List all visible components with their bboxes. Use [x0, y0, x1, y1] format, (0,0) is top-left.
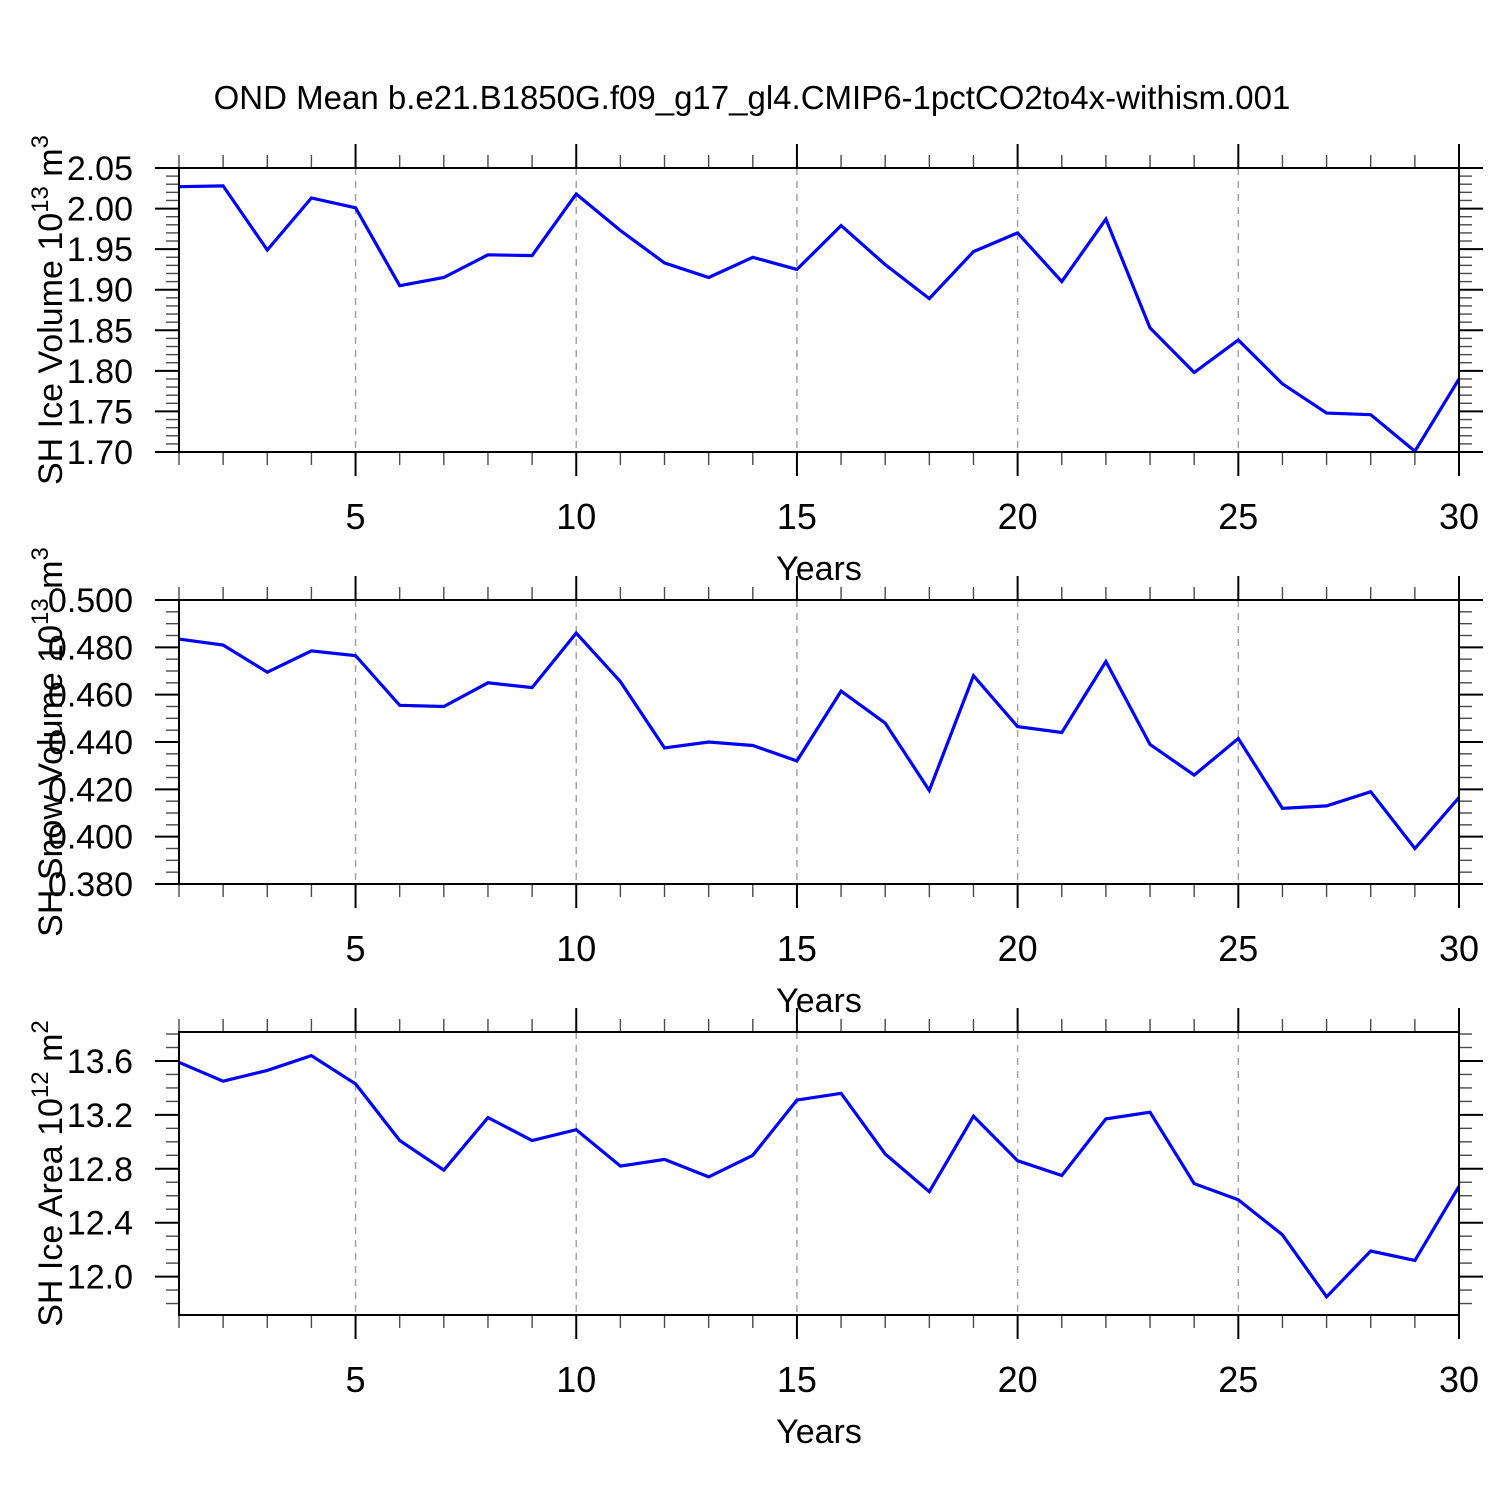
x-tick-label: 15: [777, 496, 817, 537]
y-tick-label: 0.460: [48, 677, 133, 715]
x-axis-title: Years: [776, 1413, 862, 1451]
x-tick-label: 15: [777, 1359, 817, 1400]
x-tick-label: 5: [346, 1359, 366, 1400]
x-tick-label: 10: [556, 1359, 596, 1400]
y-axis-title: SH Snow Volume 1013 m3: [27, 547, 70, 937]
plot-border: [178, 1031, 1460, 1316]
y-tick-label: 0.400: [48, 819, 133, 857]
y-tick-label: 2.00: [67, 191, 133, 229]
x-tick-label: 20: [998, 496, 1038, 537]
plot-border: [178, 599, 1460, 885]
y-tick-label: 12.4: [67, 1205, 133, 1243]
y-tick-label: 2.05: [67, 150, 133, 188]
chart-title: OND Mean b.e21.B1850G.f09_g17_gl4.CMIP6-…: [214, 79, 1291, 116]
plot-border: [178, 167, 1460, 453]
x-tick-label: 5: [346, 928, 366, 969]
y-axis-title: SH Ice Area 1012 m2: [27, 1020, 70, 1327]
y-tick-label: 13.2: [67, 1097, 133, 1135]
y-tick-label: 0.480: [48, 629, 133, 667]
y-tick-label: 12.0: [67, 1259, 133, 1297]
series-line: [178, 630, 1461, 852]
y-tick-label: 1.70: [67, 434, 133, 472]
y-tick-label: 12.8: [67, 1151, 133, 1189]
x-axis-title: Years: [776, 982, 862, 1020]
series-line: [178, 1053, 1461, 1300]
y-tick-label: 1.95: [67, 231, 133, 269]
y-tick-label: 0.500: [48, 582, 133, 620]
panel-2: 0.380 0.400 0.420 0.440 0.460 0.480 0.500 5 10 15…: [27, 547, 1483, 1020]
y-axis-title: SH Ice Volume 1013 m3: [27, 135, 70, 485]
x-tick-label: 25: [1218, 1359, 1258, 1400]
x-tick-label: 5: [346, 496, 366, 537]
y-tick-label: 1.75: [67, 393, 133, 431]
x-tick-label: 30: [1439, 496, 1479, 537]
series-line: [178, 184, 1461, 454]
x-tick-label: 10: [556, 496, 596, 537]
x-tick-label: 25: [1218, 928, 1258, 969]
x-tick-label: 15: [777, 928, 817, 969]
y-tick-label: 0.380: [48, 866, 133, 904]
y-tick-label: 1.80: [67, 353, 133, 391]
panel-3: 12.0 12.4 12.8 13.2 13.6 5 10 15 20 25 30 Years SH I…: [27, 1008, 1483, 1451]
y-tick-label: 1.90: [67, 272, 133, 310]
y-tick-label: 13.6: [67, 1043, 133, 1081]
y-tick-label: 1.85: [67, 312, 133, 350]
x-tick-label: 25: [1218, 496, 1258, 537]
x-axis-title: Years: [776, 550, 862, 588]
x-tick-label: 30: [1439, 1359, 1479, 1400]
x-tick-label: 10: [556, 928, 596, 969]
y-tick-label: 0.440: [48, 724, 133, 762]
x-tick-label: 30: [1439, 928, 1479, 969]
x-tick-label: 20: [998, 928, 1038, 969]
y-tick-label: 0.420: [48, 771, 133, 809]
x-tick-label: 20: [998, 1359, 1038, 1400]
panel-1: 1.701.751.801.851.901.952.002.05 5 10 15 20 2…: [27, 135, 1483, 588]
